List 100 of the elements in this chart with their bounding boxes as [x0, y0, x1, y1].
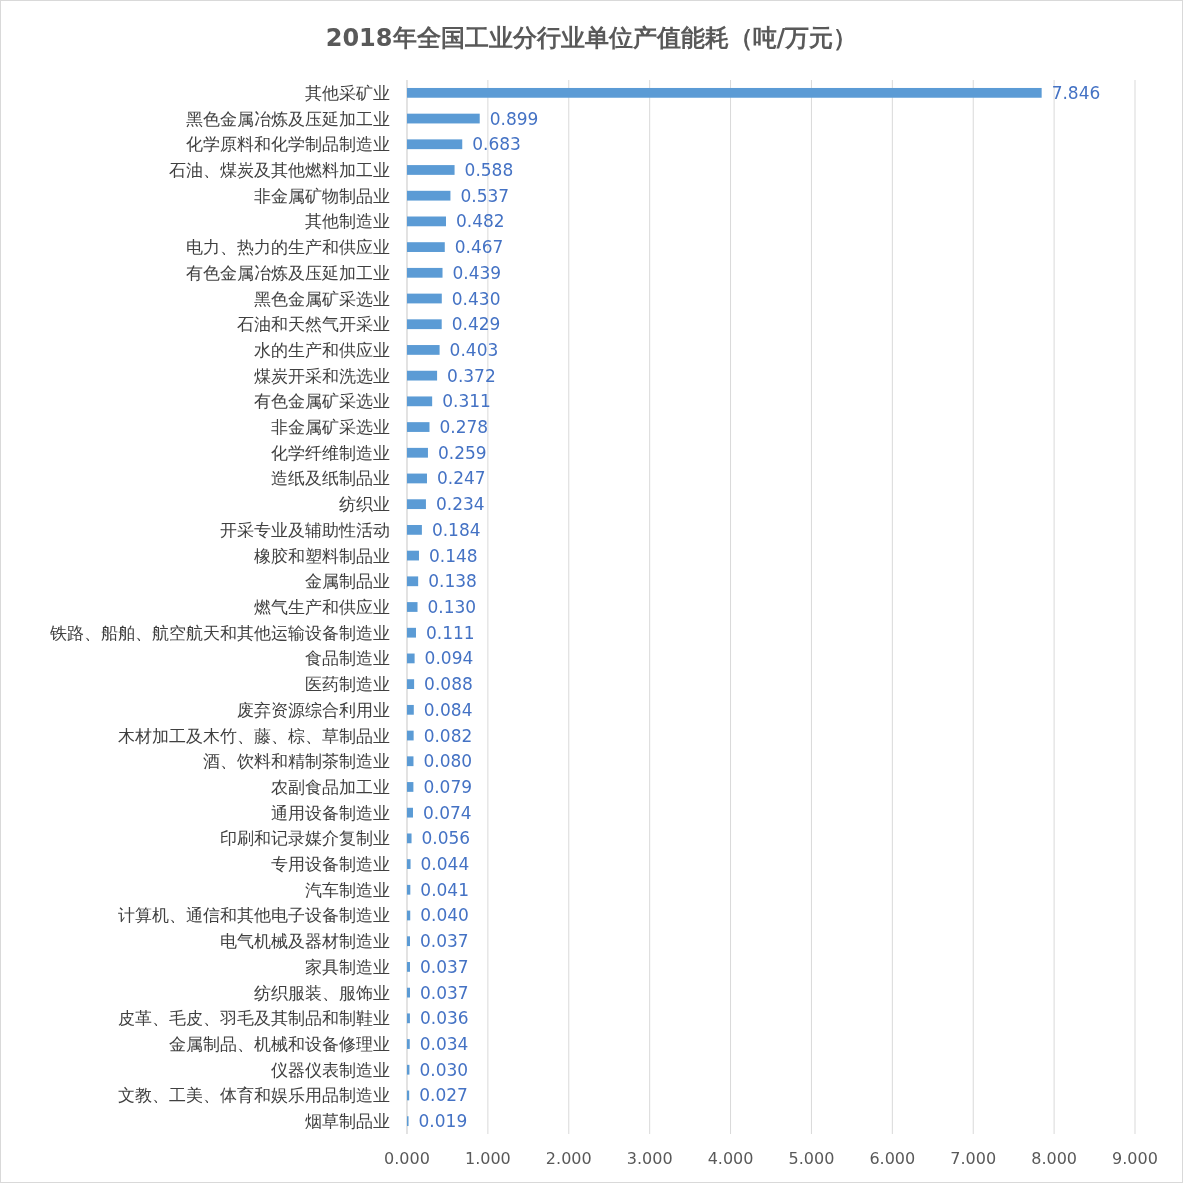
- x-tick-label: 1.000: [464, 1149, 511, 1168]
- data-label: 0.037: [419, 956, 469, 977]
- bar: [407, 807, 413, 818]
- data-label: 0.056: [421, 828, 471, 849]
- bar: [407, 524, 422, 535]
- data-label: 0.019: [418, 1111, 468, 1132]
- y-tick-label: 金属制品、机械和设备修理业: [169, 1034, 390, 1055]
- bar: [407, 345, 440, 355]
- bar: [407, 396, 433, 407]
- x-tick-label: 2.000: [545, 1149, 592, 1168]
- bar: [407, 859, 411, 869]
- data-label: 0.683: [472, 134, 521, 155]
- bar: [407, 139, 463, 150]
- bar: [407, 293, 442, 304]
- data-label: 0.036: [419, 1008, 469, 1029]
- data-label: 0.467: [454, 237, 504, 258]
- y-tick-label: 烟草制品业: [305, 1111, 390, 1132]
- data-label: 0.184: [431, 519, 481, 540]
- y-tick-label: 黑色金属矿采选业: [254, 288, 390, 309]
- data-label: 0.044: [420, 854, 470, 875]
- bar: [407, 319, 442, 330]
- bar: [407, 962, 410, 972]
- data-label: 0.040: [420, 905, 469, 926]
- y-tick-label: 家具制造业: [305, 956, 390, 977]
- y-tick-label: 有色金属冶炼及压延加工业: [186, 262, 390, 283]
- data-label: 0.138: [428, 571, 477, 592]
- data-label: 0.094: [424, 648, 474, 669]
- data-label: 0.259: [437, 442, 487, 463]
- bar: [407, 473, 427, 484]
- y-tick-label: 木材加工及木竹、藤、棕、草制品业: [118, 725, 390, 746]
- y-tick-label: 非金属矿物制品业: [254, 185, 390, 206]
- data-label: 0.311: [442, 391, 491, 412]
- y-tick-label: 食品制造业: [305, 648, 390, 669]
- y-tick-label: 专用设备制造业: [271, 854, 390, 875]
- bar: [407, 267, 443, 278]
- x-tick-label: 8.000: [1031, 1149, 1078, 1168]
- y-tick-label: 非金属矿采选业: [271, 417, 390, 438]
- y-tick-label: 纺织业: [339, 494, 390, 515]
- x-tick-label: 9.000: [1112, 1149, 1158, 1168]
- y-tick-label: 其他采矿业: [305, 82, 390, 103]
- chart-title: 2018年全国工业分行业单位产值能耗（吨/万元）: [325, 24, 858, 52]
- data-label: 0.037: [419, 982, 469, 1003]
- data-label: 0.537: [460, 185, 510, 206]
- y-tick-label: 铁路、船舶、航空航天和其他运输设备制造业: [49, 622, 390, 643]
- bar: [407, 1013, 410, 1024]
- data-label: 0.088: [424, 674, 473, 695]
- data-label: 0.899: [489, 108, 539, 129]
- y-tick-label: 其他制造业: [305, 211, 390, 232]
- data-label: 0.027: [419, 1085, 468, 1106]
- bar: [407, 704, 414, 715]
- y-tick-label: 废弃资源综合利用业: [237, 699, 390, 720]
- bar: [407, 550, 419, 561]
- y-tick-label: 橡胶和塑料制品业: [254, 545, 390, 566]
- x-tick-label: 3.000: [626, 1149, 673, 1168]
- bar: [407, 87, 1042, 98]
- data-label: 0.588: [464, 159, 514, 180]
- data-label: 0.430: [451, 288, 501, 309]
- y-tick-label: 纺织服装、服饰业: [254, 982, 390, 1003]
- bar: [407, 884, 411, 895]
- y-tick-label: 酒、饮料和精制茶制造业: [203, 751, 390, 772]
- y-tick-label: 黑色金属冶炼及压延加工业: [186, 108, 390, 129]
- data-label: 0.082: [423, 725, 473, 746]
- bar: [407, 447, 428, 458]
- data-label: 0.439: [452, 262, 502, 283]
- x-tick-label: 6.000: [869, 1149, 916, 1168]
- y-tick-label: 农副食品加工业: [271, 776, 390, 797]
- bar: [407, 627, 416, 638]
- x-tick-label: 4.000: [707, 1149, 754, 1168]
- bar: [407, 602, 418, 612]
- data-label: 0.429: [451, 314, 501, 335]
- y-tick-label: 有色金属矿采选业: [254, 391, 390, 412]
- y-tick-label: 金属制品业: [305, 571, 390, 592]
- y-tick-label: 石油、煤炭及其他燃料加工业: [169, 159, 390, 180]
- bar: [407, 370, 438, 381]
- bar: [407, 756, 414, 767]
- bar: [407, 987, 410, 998]
- y-tick-label: 电力、热力的生产和供应业: [186, 237, 390, 258]
- bar: [407, 113, 480, 124]
- bar: [407, 499, 426, 510]
- y-tick-label: 文教、工美、体育和娱乐用品制造业: [118, 1085, 390, 1106]
- data-label: 0.148: [428, 545, 478, 566]
- data-label: 0.037: [419, 931, 469, 952]
- x-tick-label: 7.000: [950, 1149, 997, 1168]
- data-label: 0.079: [423, 776, 473, 797]
- y-tick-label: 仪器仪表制造业: [271, 1059, 390, 1080]
- y-tick-label: 印刷和记录媒介复制业: [220, 828, 390, 849]
- bar: [407, 242, 445, 252]
- y-tick-label: 石油和天然气开采业: [237, 314, 390, 335]
- bar: [407, 165, 455, 175]
- data-label: 0.041: [420, 879, 469, 900]
- bar: [407, 216, 446, 227]
- y-tick-label: 造纸及纸制品业: [271, 468, 390, 489]
- data-label: 0.080: [423, 751, 473, 772]
- bar: [407, 782, 414, 792]
- data-label: 0.030: [419, 1059, 469, 1080]
- data-label: 0.482: [455, 211, 505, 232]
- y-tick-label: 计算机、通信和其他电子设备制造业: [118, 905, 390, 926]
- data-label: 0.372: [447, 365, 496, 386]
- y-tick-label: 煤炭开采和洗选业: [254, 365, 390, 386]
- y-tick-label: 汽车制造业: [305, 879, 390, 900]
